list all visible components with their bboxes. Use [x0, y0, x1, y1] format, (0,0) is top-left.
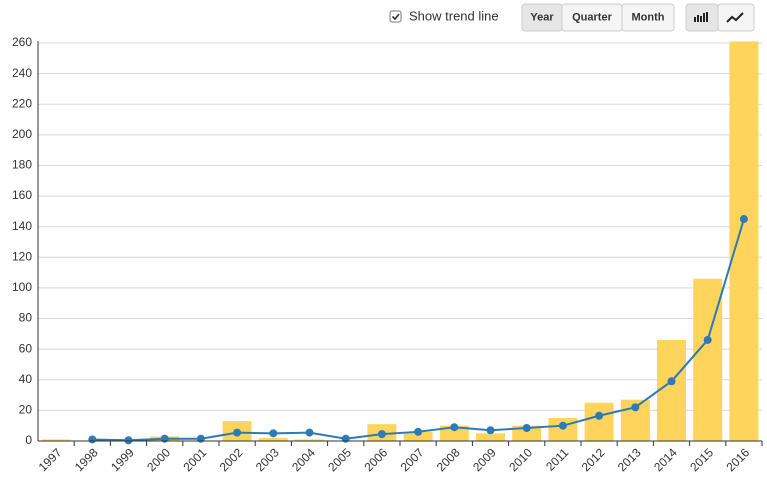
x-tick-label: 2012: [579, 445, 608, 474]
x-tick-label: 2011: [543, 445, 571, 473]
trend-point: [233, 428, 242, 437]
period-button-label[interactable]: Quarter: [572, 11, 612, 23]
period-button[interactable]: [621, 3, 675, 32]
x-tick-label: 2007: [398, 445, 427, 474]
y-tick-label: 40: [19, 372, 33, 386]
line-icon: [726, 12, 744, 23]
bar: [476, 433, 505, 441]
y-tick-label: 220: [12, 96, 32, 110]
checkbox-label[interactable]: Show trend line: [409, 8, 499, 23]
y-tick-label: 80: [19, 311, 33, 325]
trend-point: [703, 335, 712, 344]
x-tick-label: 2008: [434, 445, 463, 474]
trend-point: [269, 429, 278, 438]
y-tick-label: 160: [12, 188, 32, 202]
x-tick-label: 2006: [361, 445, 390, 474]
y-tick-label: 60: [19, 341, 33, 355]
x-tick-label: 2002: [217, 445, 246, 474]
x-tick-label: 2013: [615, 445, 644, 474]
y-tick-label: 120: [12, 249, 32, 263]
y-tick-label: 240: [12, 66, 32, 80]
trend-point: [160, 434, 169, 443]
trend-point: [377, 430, 386, 439]
period-button-label[interactable]: Year: [530, 11, 554, 23]
bar: [258, 437, 288, 441]
trend-point: [486, 426, 495, 435]
period-button-label[interactable]: Month: [632, 11, 665, 23]
bar: [584, 402, 614, 441]
x-tick-label: 2005: [325, 445, 354, 474]
y-tick-label: 180: [12, 158, 32, 172]
trend-point: [667, 377, 676, 386]
trend-point: [196, 434, 205, 443]
trend-point: [522, 423, 531, 432]
trend-point: [739, 215, 748, 224]
x-tick-label: 2000: [144, 445, 173, 474]
x-tick-label: 2001: [180, 445, 209, 474]
trend-point: [631, 403, 640, 412]
x-tick-label: 2016: [723, 445, 752, 474]
trend-point: [558, 421, 567, 430]
x-tick-label: 2009: [470, 445, 499, 474]
y-tick-label: 200: [12, 127, 32, 141]
x-tick-label: 2015: [687, 445, 716, 474]
trend-point: [341, 434, 350, 443]
x-tick-label: 1997: [36, 445, 65, 474]
bar: [41, 439, 71, 441]
x-tick-label: 1999: [108, 445, 137, 474]
y-tick-label: 140: [12, 219, 32, 233]
y-tick-label: 20: [19, 403, 33, 417]
bar: [439, 425, 469, 441]
y-tick-label: 100: [12, 280, 32, 294]
bar: [729, 41, 759, 441]
trend-point: [414, 427, 423, 436]
x-tick-label: 2010: [506, 445, 535, 474]
line-view-button[interactable]: [717, 3, 755, 32]
checkbox[interactable]: [389, 10, 402, 23]
x-tick-label: 1998: [72, 445, 101, 474]
trend-point: [305, 428, 314, 437]
bar-icon: [694, 12, 708, 22]
x-tick-label: 2003: [253, 445, 282, 474]
y-tick-label: 260: [12, 35, 32, 49]
trend-point: [450, 423, 459, 432]
checkmark: [391, 13, 400, 21]
x-tick-label: 2014: [651, 445, 680, 474]
x-tick-label: 2004: [289, 445, 318, 474]
y-tick-label: 0: [25, 433, 32, 447]
bar: [295, 439, 324, 441]
bar: [512, 425, 542, 441]
bar: [657, 339, 686, 441]
trend-point: [595, 411, 604, 420]
trend-point: [124, 436, 133, 445]
bar: [403, 431, 433, 441]
trend-point: [88, 435, 97, 444]
